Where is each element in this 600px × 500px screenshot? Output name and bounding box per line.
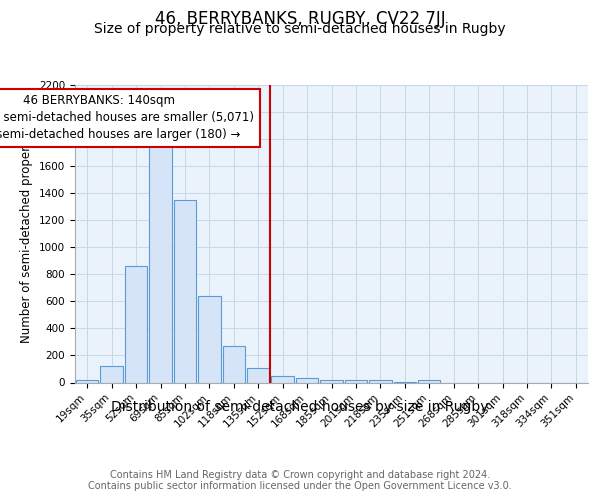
Bar [369, 380, 392, 382]
Bar [271, 376, 294, 382]
Bar [296, 378, 319, 382]
Bar [223, 346, 245, 383]
Bar [344, 380, 367, 382]
Bar [76, 380, 98, 382]
Bar [247, 368, 269, 382]
Text: Distribution of semi-detached houses by size in Rugby: Distribution of semi-detached houses by … [111, 400, 489, 414]
Bar [173, 200, 196, 382]
Bar [125, 266, 148, 382]
Bar [418, 380, 440, 382]
Text: 46, BERRYBANKS, RUGBY, CV22 7JJ: 46, BERRYBANKS, RUGBY, CV22 7JJ [155, 10, 445, 28]
Bar [320, 380, 343, 382]
Text: 46 BERRYBANKS: 140sqm
← 97% of semi-detached houses are smaller (5,071)
3% of se: 46 BERRYBANKS: 140sqm ← 97% of semi-deta… [0, 94, 254, 142]
Text: Contains HM Land Registry data © Crown copyright and database right 2024.: Contains HM Land Registry data © Crown c… [110, 470, 490, 480]
Bar [149, 143, 172, 382]
Bar [198, 296, 221, 382]
Bar [100, 366, 123, 382]
Text: Size of property relative to semi-detached houses in Rugby: Size of property relative to semi-detach… [94, 22, 506, 36]
Y-axis label: Number of semi-detached properties: Number of semi-detached properties [20, 124, 34, 343]
Text: Contains public sector information licensed under the Open Government Licence v3: Contains public sector information licen… [88, 481, 512, 491]
